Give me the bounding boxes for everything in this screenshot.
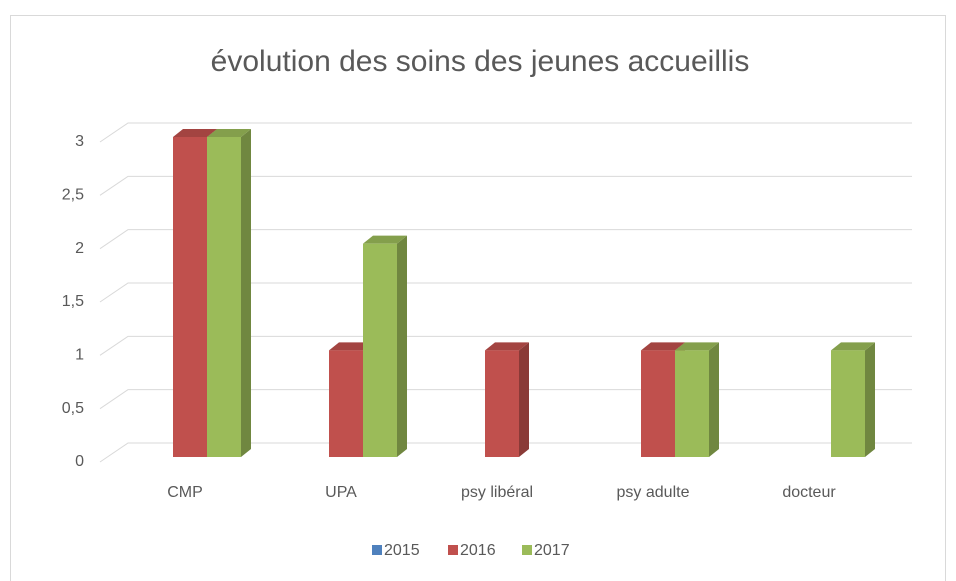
bar [363,243,397,457]
x-tick-label: CMP [167,484,203,501]
bar-top [173,129,217,137]
bar-top [675,342,719,351]
chart-border [10,15,946,581]
y-tick-label: 0 [75,453,84,470]
bar-top [485,342,529,351]
legend-label: 2016 [460,542,496,559]
y-tick-label: 0,5 [62,400,84,417]
bar [675,350,709,457]
y-tick-label: 1 [75,347,84,364]
bar [329,350,363,457]
y-tick-label: 2,5 [62,187,84,204]
bar-side [397,235,407,457]
y-tick-label: 3 [75,133,84,150]
bar-top [641,342,685,351]
chart-title: évolution des soins des jeunes accueilli… [211,45,750,78]
legend-swatch [372,545,382,555]
x-tick-label: UPA [325,484,357,501]
bar-side [709,342,719,457]
legend-swatch [448,545,458,555]
legend-label: 2015 [384,542,420,559]
bar-side [519,342,529,457]
y-tick-label: 1,5 [62,293,84,310]
bar-top [363,235,407,244]
bar [485,350,519,457]
bar [641,350,675,457]
grid-line [99,282,912,303]
bar [173,137,207,457]
x-tick-label: psy adulte [617,484,690,501]
x-tick-label: psy libéral [461,484,533,501]
grid-line [99,175,912,196]
bar [831,350,865,457]
bar-top [207,129,251,137]
x-tick-label: docteur [782,484,836,501]
y-tick-label: 2 [75,240,84,257]
legend-label: 2017 [534,542,570,559]
bar-top [831,342,875,351]
bar [207,137,241,457]
grid-line [99,229,912,250]
bar-side [241,129,251,457]
legend-swatch [522,545,532,555]
grid-line [99,335,912,356]
grid-line [99,122,912,143]
bar-top [329,342,373,351]
bar-side [865,342,875,457]
